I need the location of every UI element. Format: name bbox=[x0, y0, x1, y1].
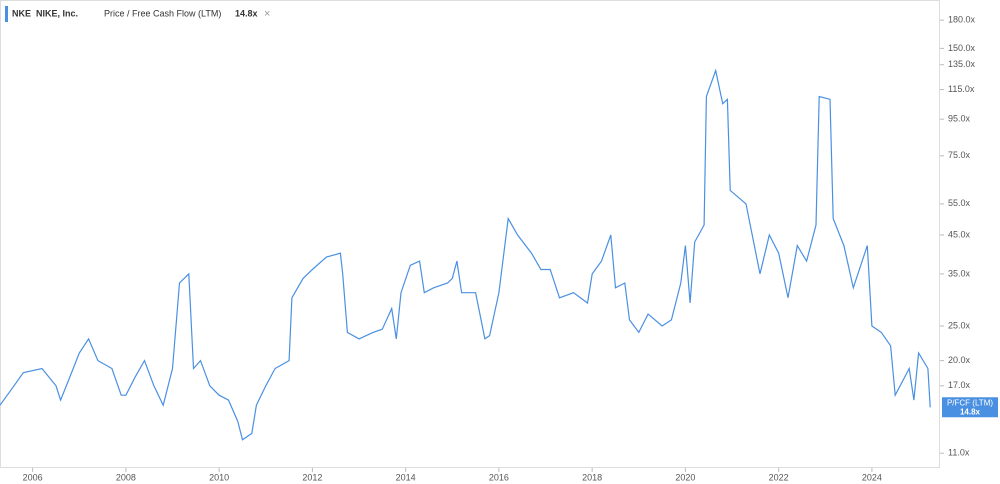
last-value-name: P/FCF (LTM) bbox=[947, 398, 993, 407]
series-line bbox=[0, 68, 931, 441]
x-tick-label: 2020 bbox=[675, 472, 695, 482]
y-tick-label: 75.0x bbox=[948, 150, 971, 160]
y-tick-label: 150.0x bbox=[948, 43, 976, 53]
metric: Price / Free Cash Flow (LTM) bbox=[104, 8, 221, 18]
y-tick-label: 20.0x bbox=[948, 355, 971, 365]
close-icon[interactable]: × bbox=[264, 8, 270, 20]
y-tick-label: 45.0x bbox=[948, 229, 971, 239]
y-tick-label: 11.0x bbox=[948, 448, 970, 458]
y-tick-label: 115.0x bbox=[948, 84, 975, 94]
y-tick-label: 55.0x bbox=[948, 198, 971, 208]
y-tick-label: 95.0x bbox=[948, 114, 971, 124]
ticker: NKE bbox=[12, 8, 31, 18]
last-value-tag bbox=[942, 397, 998, 418]
x-tick-label: 2010 bbox=[209, 472, 229, 482]
x-tick-label: 2016 bbox=[489, 472, 509, 482]
x-tick-label: 2012 bbox=[302, 472, 322, 482]
y-tick-label: 17.0x bbox=[948, 380, 971, 390]
y-tick-label: 180.0x bbox=[948, 15, 976, 25]
plot-frame bbox=[0, 0, 940, 468]
x-tick-label: 2006 bbox=[23, 472, 43, 482]
x-tick-label: 2008 bbox=[116, 472, 136, 482]
current-value: 14.8x bbox=[235, 8, 258, 18]
legend-marker bbox=[5, 6, 8, 22]
y-tick-label: 35.0x bbox=[948, 268, 971, 278]
y-tick-label: 25.0x bbox=[948, 320, 971, 330]
y-tick-label: 135.0x bbox=[948, 59, 976, 69]
x-tick-label: 2022 bbox=[769, 472, 789, 482]
x-tick-label: 2018 bbox=[582, 472, 602, 482]
company: NIKE, Inc. bbox=[36, 8, 78, 18]
x-tick-label: 2014 bbox=[396, 472, 416, 482]
last-value-label: 14.8x bbox=[960, 407, 981, 416]
x-tick-label: 2024 bbox=[862, 472, 882, 482]
